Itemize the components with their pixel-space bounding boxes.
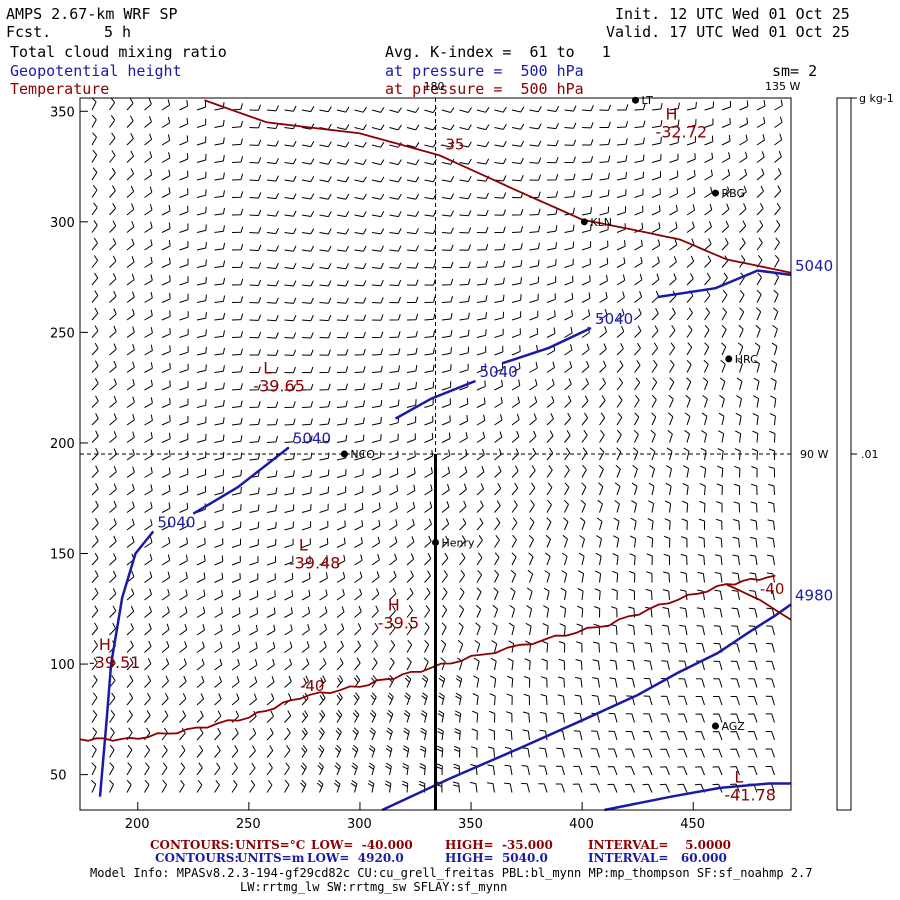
- colorbar-label: .01: [861, 448, 879, 461]
- x-tick-label: 250: [236, 817, 261, 832]
- init-time: Init. 12 UTC Wed 01 Oct 25: [615, 5, 850, 23]
- station-label: KLN: [590, 216, 612, 229]
- height-low: LOW= 4920.0: [307, 851, 404, 865]
- crosshair-right-label: 90 W: [800, 448, 828, 461]
- height-contour: [394, 379, 476, 420]
- extremum-type: L: [299, 536, 308, 555]
- height-contour: [657, 269, 792, 299]
- model-title: AMPS 2.67-km WRF SP: [6, 5, 178, 23]
- map-plot: 5040 5040 5040 5040 5040 4980 -35 -40 -40 180 13…: [50, 80, 894, 832]
- smoothing-label: sm= 2: [772, 62, 818, 80]
- height-contour: [501, 326, 592, 365]
- extremum-value: -41.78: [724, 786, 776, 805]
- x-tick-label: 350: [458, 817, 483, 832]
- x-tick-label: 200: [125, 817, 150, 832]
- station-marker: [725, 355, 733, 363]
- height-contour: [98, 530, 155, 797]
- station-label: RBG: [721, 187, 745, 200]
- y-tick-label: 250: [50, 326, 75, 341]
- colorbar-layer: g kg-1 .01: [836, 92, 894, 811]
- height-contour-label: 5040: [795, 257, 833, 275]
- station-label: NCO: [350, 448, 375, 461]
- height-contours-label: CONTOURS:: [155, 851, 239, 865]
- temperature-contour: [79, 574, 776, 742]
- extremum-value: -39.65: [253, 377, 305, 396]
- height-contour: [381, 603, 792, 812]
- x-tick-label: 400: [569, 817, 594, 832]
- station-label: HRC: [735, 353, 758, 366]
- field-height-label: Geopotential height: [10, 62, 182, 80]
- station-label: AGZ: [721, 720, 745, 733]
- colorbar: [836, 97, 852, 811]
- height-contour-label: 5040: [595, 310, 633, 328]
- height-contour-label: 4980: [795, 586, 833, 604]
- temperature-contour: [726, 583, 792, 621]
- temperature-contour-label: -40: [760, 580, 785, 598]
- axes-layer: 200 250 300 350 400 450 50 100 150 200 250 300 350: [50, 97, 792, 832]
- wind-barbs-layer: [90, 97, 783, 793]
- station-marker: [580, 218, 588, 226]
- model-info: Model Info: MPASv8.2.3-194-gf29cd82c CU:…: [90, 866, 813, 880]
- extremum-type: H: [665, 104, 677, 123]
- y-tick-label: 200: [50, 437, 75, 452]
- station-marker: [711, 189, 719, 197]
- station-marker: [432, 538, 439, 546]
- stations-layer: LT RBG KLN HRC NCO Henry AGZ: [340, 94, 758, 733]
- forecast-value: 5 h: [104, 23, 132, 41]
- y-tick-label: 50: [50, 769, 67, 784]
- station-marker: [711, 722, 719, 730]
- height-units: UNITS=m: [237, 851, 305, 865]
- y-tick-label: 350: [50, 105, 75, 120]
- extrema-layer: H-32.72L-39.65L-39.48H-39.5H-39.51L-41.7…: [89, 104, 776, 804]
- temperature-contour-label: -40: [300, 677, 325, 695]
- extremum-value: -39.48: [289, 554, 341, 573]
- temp-low: LOW= -40.000: [311, 838, 413, 852]
- y-tick-label: 150: [50, 548, 75, 563]
- height-contour: [192, 446, 290, 515]
- field-cloud-label: Total cloud mixing ratio: [10, 43, 227, 61]
- y-tick-label: 100: [50, 658, 75, 673]
- height-high: HIGH= 5040.0: [445, 851, 548, 865]
- height-pressure-label: at pressure = 500 hPa: [385, 62, 584, 80]
- plot-frame: [79, 97, 792, 811]
- crosshair-layer: 180 135 W 90 W: [80, 80, 828, 810]
- temp-interval: INTERVAL= 5.0000: [588, 838, 732, 852]
- station-marker: [340, 450, 348, 458]
- height-interval: INTERVAL= 60.000: [588, 851, 727, 865]
- station-label: LT: [641, 94, 653, 107]
- colorbar-unit: g kg-1: [859, 92, 894, 105]
- temp-units: UNITS=°C: [235, 838, 306, 852]
- station-label: Henry: [442, 536, 476, 549]
- valid-time: Valid. 17 UTC Wed 01 Oct 25: [606, 23, 850, 41]
- x-tick-label: 450: [680, 817, 705, 832]
- temperature-contour-label: -35: [440, 135, 465, 153]
- field-temperature-label: Temperature: [10, 80, 110, 98]
- temp-high: HIGH= -35.000: [445, 838, 553, 852]
- extremum-value: -39.51: [89, 653, 141, 672]
- extremum-type: L: [734, 768, 743, 787]
- height-contour-label: 5040: [157, 513, 195, 531]
- extremum-value: -39.5: [378, 613, 419, 632]
- extremum-type: H: [388, 595, 400, 614]
- height-contour-label: 5040: [293, 429, 331, 447]
- model-info-physics: LW:rrtmg_lw SW:rrtmg_sw SFLAY:sf_mynn: [240, 880, 508, 894]
- crosshair-top-label: 180: [424, 80, 445, 93]
- k-index-label: Avg. K-index = 61 to 1: [385, 43, 611, 61]
- temp-contours-label: CONTOURS:: [150, 838, 234, 852]
- wind-barb-field: [90, 97, 783, 793]
- crosshair-top-right-label: 135 W: [765, 80, 800, 93]
- temperature-contours-layer: -35 -40 -40: [79, 99, 792, 742]
- temperature-pressure-label: at pressure = 500 hPa: [385, 80, 584, 98]
- height-contours-layer: 5040 5040 5040 5040 5040 4980: [98, 257, 833, 812]
- height-contour: [604, 782, 791, 812]
- temperature-contour: [204, 99, 792, 274]
- height-contour-label: 5040: [479, 363, 517, 381]
- extremum-value: -32.72: [655, 122, 707, 141]
- y-tick-label: 300: [50, 216, 75, 231]
- extremum-type: H: [99, 635, 111, 654]
- x-tick-label: 300: [347, 817, 372, 832]
- extremum-type: L: [263, 359, 272, 378]
- forecast-label: Fcst.: [6, 23, 52, 41]
